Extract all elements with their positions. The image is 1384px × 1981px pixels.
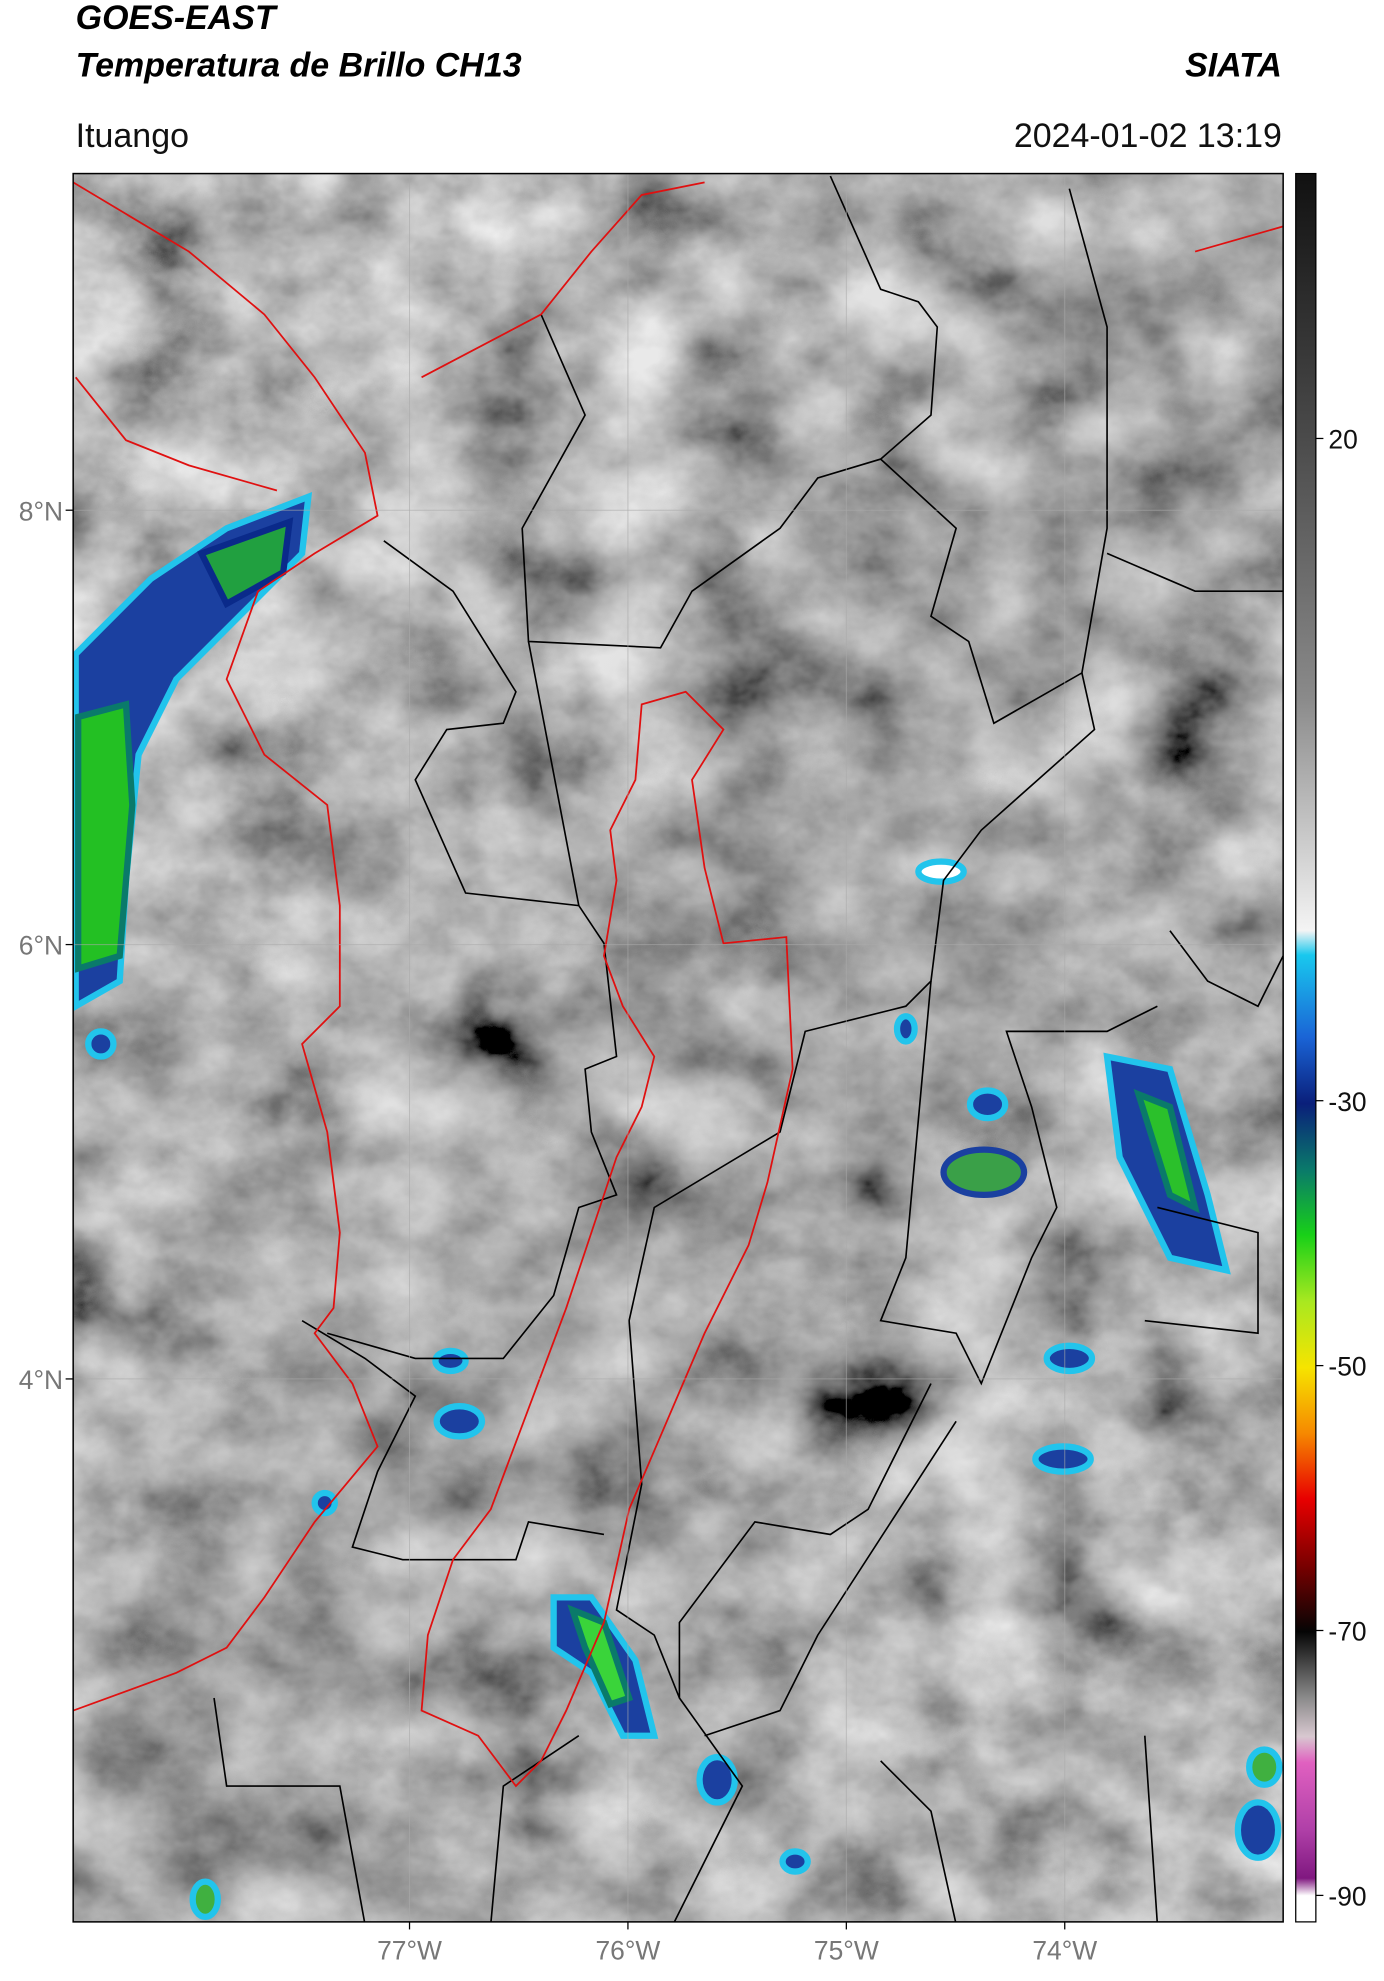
y-tick-label: 4°N (19, 1365, 63, 1395)
colorbar (1295, 172, 1317, 1923)
y-tick-label: 8°N (19, 496, 63, 526)
axis-ticks: 77°W 76°W 75°W 74°W 4°N 6°N 8°N (19, 496, 1097, 1965)
colorbar-tick-label: -90 (1328, 1881, 1366, 1911)
x-tick-label: 75°W (814, 1936, 879, 1966)
colorbar-tick-label: -70 (1328, 1617, 1366, 1647)
coastline-and-basin (73, 181, 1284, 1788)
y-tick-label: 6°N (19, 931, 63, 961)
location: Ituango (76, 117, 189, 155)
shade (73, 173, 1284, 1922)
borders (213, 175, 1284, 1922)
colorbar-ticks: 20 -30 -50 -70 -90 (1315, 425, 1367, 1911)
convective-cells (73, 492, 1283, 1920)
x-tick-label: 74°W (1032, 1936, 1097, 1966)
colorbar-tick-label: -30 (1328, 1087, 1366, 1117)
map-frame (72, 172, 1284, 1923)
graticule (73, 173, 1284, 1922)
colorbar-tick-label: 20 (1328, 425, 1357, 455)
datetime: 2024-01-02 13:19 (1014, 117, 1282, 155)
subtitle: Temperatura de Brillo CH13 (76, 47, 522, 85)
colorbar-tick-label: -50 (1328, 1352, 1366, 1382)
satellite-image (73, 173, 1284, 1922)
agency: SIATA (1185, 47, 1282, 85)
title: GOES-EAST (76, 0, 279, 37)
x-tick-label: 77°W (377, 1936, 442, 1966)
x-tick-label: 76°W (596, 1936, 661, 1966)
